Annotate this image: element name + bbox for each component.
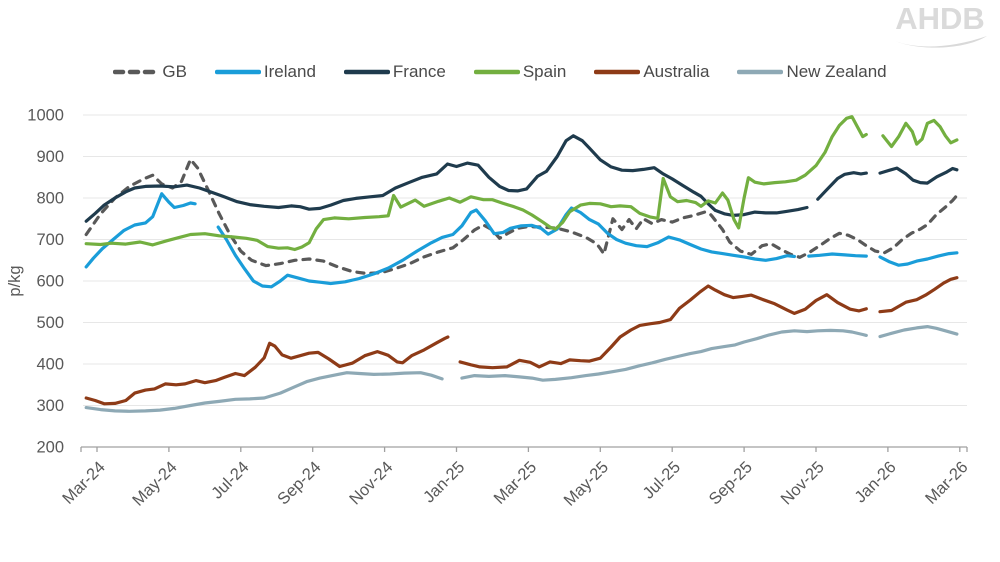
- legend-swatch-icon: [737, 69, 784, 75]
- y-axis-tick-label: 300: [36, 397, 64, 415]
- legend-swatch-icon: [343, 69, 390, 75]
- legend-item-australia: Australia: [594, 62, 709, 82]
- legend-item-gb: GB: [113, 62, 187, 82]
- x-axis-tick-label: Nov-25: [777, 458, 827, 508]
- legend-swatch-icon: [113, 69, 160, 75]
- x-axis-tick-label: May-25: [560, 458, 612, 510]
- series-line-new-zealand: [878, 325, 959, 339]
- x-axis-tick-label: Jul-25: [640, 458, 685, 503]
- y-axis-tick-label: 400: [36, 356, 64, 374]
- series-line-france: [816, 171, 868, 201]
- legend-label: Spain: [522, 62, 567, 81]
- x-axis-tick-label: Nov-24: [346, 458, 396, 508]
- series-line-france: [84, 134, 809, 223]
- series-line-gb: [84, 157, 959, 276]
- series-line-ireland: [84, 192, 197, 269]
- series-line-ireland: [216, 206, 797, 289]
- series-line-australia: [878, 276, 959, 314]
- legend-swatch-icon: [473, 69, 520, 75]
- x-axis-tick-label: Sep-24: [274, 458, 324, 508]
- x-axis-tick-label: Jul-24: [208, 458, 253, 503]
- y-axis-tick-label: 500: [36, 314, 64, 332]
- chart-legend: GB Ireland France Spain Australia New Zealand: [60, 62, 940, 82]
- ahdb-logo: AHDB: [890, 1, 990, 55]
- y-axis-tick-label: 600: [36, 273, 64, 291]
- legend-label: New Zealand: [786, 62, 887, 81]
- legend-label: Australia: [643, 62, 710, 81]
- y-axis-tick-label: 800: [36, 190, 64, 208]
- y-axis-tick-label: 1000: [27, 107, 64, 125]
- series-line-spain: [84, 115, 868, 252]
- series-line-new-zealand: [460, 328, 868, 382]
- legend-item-france: France: [343, 62, 446, 82]
- legend-swatch-icon: [214, 69, 261, 75]
- series-line-australia: [458, 284, 868, 370]
- ahdb-logo-swoosh-icon: [893, 36, 987, 48]
- x-axis-tick-label: Sep-25: [706, 458, 756, 508]
- series-line-ireland: [807, 252, 868, 258]
- y-axis-tick-label: 200: [36, 439, 64, 457]
- legend-item-spain: Spain: [473, 62, 567, 82]
- legend-item-ireland: Ireland: [214, 62, 316, 82]
- series-line-spain: [881, 118, 959, 149]
- x-axis-tick-label: May-24: [129, 458, 181, 510]
- legend-label: France: [392, 62, 446, 81]
- series-line-new-zealand: [84, 371, 444, 413]
- y-axis-title: p/kg: [6, 265, 24, 296]
- x-axis-tick-label: Mar-24: [59, 458, 109, 508]
- x-axis-tick-label: Mar-26: [922, 458, 972, 508]
- legend-swatch-icon: [594, 69, 641, 75]
- legend-label: GB: [162, 62, 187, 81]
- y-axis-tick-label: 900: [36, 148, 64, 166]
- series-line-france: [878, 166, 959, 185]
- ahdb-logo-text: AHDB: [895, 1, 985, 36]
- series-line-ireland: [878, 251, 959, 267]
- legend-label: Ireland: [263, 62, 316, 81]
- legend-item-new-zealand: New Zealand: [737, 62, 887, 82]
- y-axis-tick-label: 700: [36, 231, 64, 249]
- x-axis-tick-label: Jan-26: [851, 458, 899, 506]
- series-line-australia: [84, 335, 450, 406]
- x-axis-tick-label: Jan-25: [420, 458, 468, 506]
- x-axis-tick-label: Mar-25: [491, 458, 541, 508]
